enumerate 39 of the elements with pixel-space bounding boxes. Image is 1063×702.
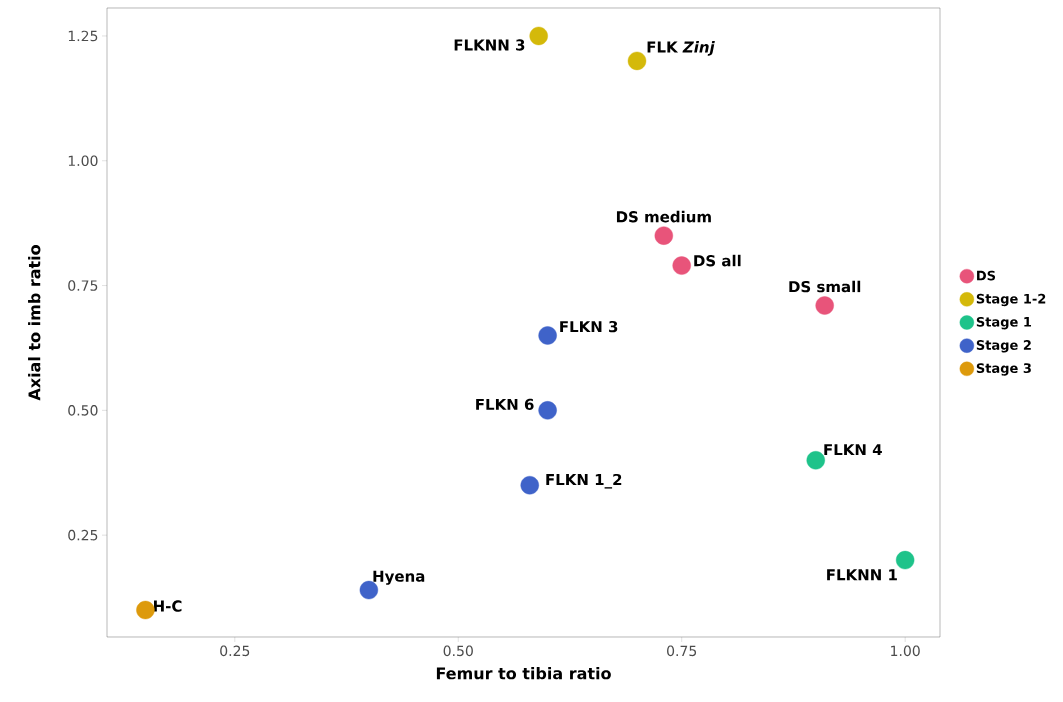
annotation: FLKNN 3 — [454, 39, 525, 51]
legend-label: Stage 3 — [976, 363, 1031, 376]
annotation: DS small — [789, 280, 861, 293]
point — [895, 550, 915, 570]
x-tick-label: 0.75 — [667, 645, 697, 657]
point — [815, 296, 834, 315]
annotation: FLKN 3 — [560, 320, 618, 333]
y-axis-title: Axial to imb ratio — [28, 245, 41, 401]
legend-label: DS — [977, 270, 996, 281]
point — [136, 600, 155, 620]
x-tick-label: 1.00 — [891, 645, 920, 657]
y-tick-label: 0.75 — [68, 280, 98, 291]
annotation: DS all — [694, 254, 741, 267]
x-tick-label: 0.50 — [443, 645, 473, 657]
point — [529, 26, 548, 46]
y-tick-label: 0.50 — [68, 405, 98, 416]
annotation: FLKN 6 — [476, 398, 534, 411]
annotation: FLKN 4 — [824, 444, 882, 456]
point — [806, 451, 825, 470]
annotation: Hyena — [373, 570, 425, 585]
point — [538, 401, 557, 420]
y-tick-label: 0.25 — [68, 529, 98, 541]
x-axis-title: Femur to tibia ratio — [436, 666, 611, 680]
point — [538, 326, 557, 345]
x-tick-label: 0.25 — [220, 645, 250, 657]
legend-label: Stage 1-2 — [976, 293, 1046, 307]
y-tick-label: 1.25 — [68, 30, 98, 42]
legend-label: Stage 2 — [976, 340, 1031, 353]
point — [627, 51, 647, 71]
annotation: FLK Zinj — [647, 41, 715, 56]
annotation: FLKN 1_2 — [546, 473, 622, 489]
point — [654, 226, 674, 245]
point — [520, 476, 539, 495]
annotation: DS medium — [616, 210, 711, 223]
legend-label: Stage 1 — [976, 316, 1032, 330]
annotation: H-C — [154, 600, 182, 612]
point — [672, 256, 691, 275]
y-tick-label: 1.00 — [68, 155, 98, 167]
annotation: FLKNN 1 — [827, 569, 897, 581]
